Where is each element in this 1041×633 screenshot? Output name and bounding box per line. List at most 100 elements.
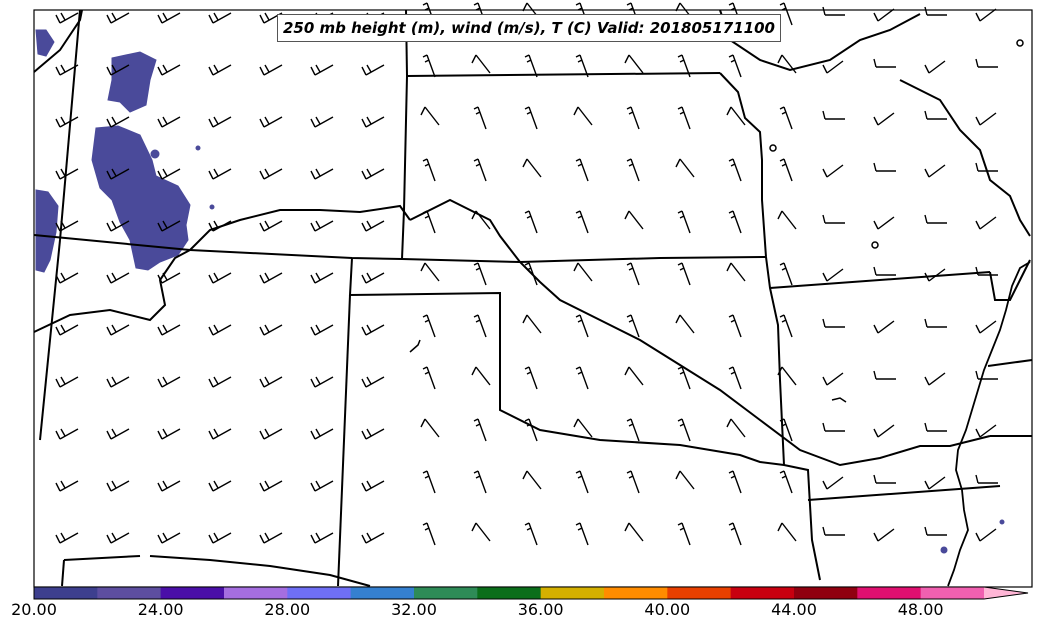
wind-barb xyxy=(728,158,742,182)
wind-barb xyxy=(55,220,79,232)
wind-barb xyxy=(779,106,793,130)
wind-barb xyxy=(524,418,538,442)
colorbar-segment xyxy=(794,587,858,599)
wind-barb xyxy=(924,110,947,120)
wind-barb xyxy=(873,320,895,334)
wind-barb xyxy=(873,112,895,126)
wind-barb xyxy=(779,2,793,26)
wind-barb xyxy=(873,216,895,230)
wind-barb xyxy=(310,376,334,388)
wind-barb xyxy=(873,8,895,22)
wind-barb xyxy=(157,428,181,440)
wind-barb xyxy=(55,116,79,128)
colorbar-segment xyxy=(604,587,668,599)
wind-barb xyxy=(106,428,130,440)
wind-barb xyxy=(677,54,691,78)
wind-barb xyxy=(471,522,491,542)
wind-barb xyxy=(522,470,542,490)
wind-barb xyxy=(822,318,845,328)
wind-barb xyxy=(208,116,232,128)
colorbar-segment xyxy=(287,587,352,599)
wind-barb xyxy=(361,64,385,76)
wind-barb xyxy=(259,324,283,336)
wind-barb xyxy=(573,418,593,438)
wind-barb xyxy=(259,168,283,180)
wind-barb xyxy=(975,528,997,542)
wind-barb xyxy=(975,8,997,22)
wind-barb xyxy=(208,220,232,232)
wind-barb xyxy=(873,474,896,484)
wind-barb xyxy=(55,12,79,24)
wind-barb xyxy=(157,116,181,128)
wind-barb xyxy=(975,370,998,380)
wind-barb xyxy=(259,64,283,76)
wind-barb xyxy=(55,428,79,440)
wind-barb xyxy=(208,428,232,440)
wind-barb xyxy=(975,216,997,230)
wind-barb xyxy=(422,366,436,390)
wind-barb xyxy=(822,6,845,16)
wind-barb xyxy=(473,418,487,442)
wind-barb xyxy=(471,366,491,386)
wind-barb xyxy=(777,522,797,542)
wind-barb xyxy=(924,422,947,432)
wind-barb xyxy=(106,64,130,76)
wind-barb xyxy=(779,158,793,182)
wind-barb xyxy=(624,522,644,542)
colorbar-border xyxy=(33,586,1029,600)
wind-barb xyxy=(728,470,742,494)
wind-barb xyxy=(626,106,640,130)
wind-barb xyxy=(55,376,79,388)
colorbar-segment xyxy=(160,587,225,599)
wind-barb xyxy=(157,324,181,336)
wind-barb xyxy=(524,54,538,78)
wind-barb xyxy=(208,376,232,388)
wind-barb xyxy=(361,324,385,336)
wind-barb xyxy=(677,522,691,546)
wind-barb xyxy=(822,422,845,432)
wind-barb xyxy=(420,262,440,282)
wind-barb xyxy=(259,428,283,440)
wind-barb xyxy=(924,268,946,282)
wind-barb xyxy=(873,162,896,172)
wind-barb xyxy=(208,272,232,284)
wind-barb xyxy=(728,210,742,234)
wind-barb xyxy=(675,314,695,334)
wind-barb xyxy=(106,12,130,24)
colorbar-tick-label: 32.00 xyxy=(391,600,437,619)
colorbar-tick-label: 28.00 xyxy=(264,600,311,619)
wind-barb xyxy=(975,424,997,438)
wind-barb xyxy=(626,158,640,182)
wind-barb xyxy=(675,158,695,178)
state-boundaries xyxy=(33,9,1033,587)
wind-barb xyxy=(975,474,998,484)
wind-barb xyxy=(106,220,130,232)
colorbar-segment xyxy=(920,587,985,599)
wind-barb xyxy=(473,314,487,338)
wind-barb xyxy=(924,164,946,178)
wind-barb xyxy=(55,532,79,544)
colorbar xyxy=(33,586,1029,600)
wind-barb xyxy=(524,262,538,286)
wind-barb xyxy=(924,372,946,386)
colorbar-segment xyxy=(414,587,478,599)
wind-barb xyxy=(873,424,895,438)
wind-barb xyxy=(822,60,844,74)
wind-barb xyxy=(208,324,232,336)
wind-barb xyxy=(473,106,487,130)
wind-barb xyxy=(726,106,746,126)
wind-barb xyxy=(473,470,487,494)
wind-barb xyxy=(310,168,334,180)
wind-barb xyxy=(873,58,896,68)
wind-barb xyxy=(422,210,436,234)
wind-barb xyxy=(420,418,440,438)
wind-barb xyxy=(975,320,997,334)
wind-barb xyxy=(310,64,334,76)
wind-barb xyxy=(924,214,947,224)
wind-barb xyxy=(106,272,130,284)
wind-barb xyxy=(822,164,844,178)
wind-barb xyxy=(873,528,895,542)
wind-barb xyxy=(575,54,589,78)
wind-barb xyxy=(55,324,79,336)
